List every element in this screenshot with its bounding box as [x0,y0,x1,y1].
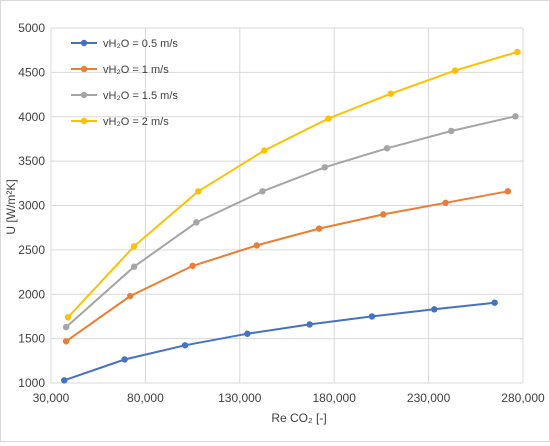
y-tick-label: 1500 [18,332,45,346]
legend-label: vH₂O = 2 m/s [103,116,169,128]
data-point [61,377,68,384]
series-line-2 [65,190,509,343]
y-tick-label: 4000 [18,110,45,124]
data-point [306,321,313,328]
y-axis-label: U [W/m²K] [4,179,18,234]
data-point [261,147,268,154]
y-tick-label: 4500 [18,65,45,79]
y-tick-label: 1000 [18,376,45,390]
legend-label: vH₂O = 0.5 m/s [103,38,178,50]
data-point [448,127,455,135]
y-tick-label: 2500 [18,243,45,257]
x-tick-label: 280,000 [501,391,545,405]
data-point [387,90,395,97]
x-tick-label: 30,000 [33,391,70,405]
y-tick-label: 3000 [18,199,45,213]
y-tick-label: 5000 [18,21,45,35]
legend-marker-3 [80,91,88,99]
x-tick-label: 130,000 [218,391,262,405]
x-tick-label: 80,000 [127,391,164,405]
x-tick-label: 230,000 [407,391,451,405]
data-point [130,243,138,250]
data-point [195,188,202,195]
data-point [321,164,328,171]
data-point [380,211,387,218]
data-point [451,67,459,74]
gridlines [50,27,524,384]
data-point [491,299,498,306]
data-point [383,145,391,152]
data-point [130,263,138,270]
y-tick-label: 3500 [18,154,45,168]
legend: vH₂O = 0.5 m/s vH₂O = 1 m/s vH₂O = 1.5 m/s… [71,38,178,128]
data-point [62,338,70,345]
data-point [121,356,128,363]
series-group [61,48,521,384]
series-line-1 [63,301,495,382]
data-point [325,115,332,122]
data-point [62,323,70,331]
data-point [193,219,200,226]
data-point [127,292,134,300]
data-point [315,225,323,232]
legend-label: vH₂O = 1.5 m/s [103,90,178,102]
data-point [259,188,266,195]
series-line-3 [65,115,516,328]
data-point [512,113,519,120]
data-point [514,48,521,56]
series-line-4 [67,51,518,318]
data-point [504,188,512,195]
data-point [442,199,449,207]
y-tick-label: 2000 [18,287,45,301]
legend-marker-2 [80,65,88,73]
data-point [253,242,260,249]
axes: 1000 1500 2000 2500 3000 3500 4000 4500 5000 30,0… [18,21,545,405]
x-axis-label: Re CO₂ [-] [271,411,326,425]
legend-label: vH₂O = 1 m/s [103,64,169,76]
data-point [368,313,376,320]
data-point [244,330,251,337]
data-point [189,262,196,270]
legend-marker-4 [80,117,88,125]
legend-marker-1 [80,39,88,47]
data-point [431,306,438,313]
x-tick-label: 180,000 [313,391,357,405]
data-point [181,342,189,349]
data-point [64,314,72,321]
